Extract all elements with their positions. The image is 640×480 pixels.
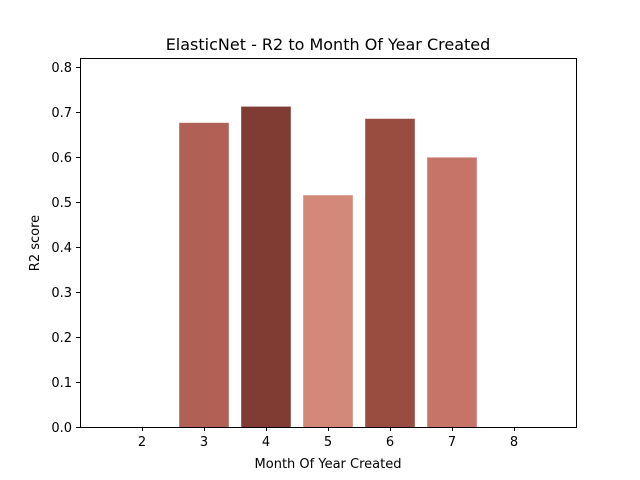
- plot-frame: [80, 58, 577, 428]
- y-axis-label: R2 score: [28, 215, 43, 271]
- y-tick-label: 0.1: [51, 376, 72, 391]
- x-tick-label: 7: [448, 435, 456, 450]
- x-tick-label: 5: [324, 435, 332, 450]
- y-tick-label: 0.2: [51, 331, 72, 346]
- bar-month-4: [241, 106, 291, 427]
- x-tick-label: 3: [200, 435, 208, 450]
- x-tick-label: 6: [386, 435, 394, 450]
- y-tick-label: 0.8: [51, 61, 72, 76]
- bar-month-7: [427, 157, 477, 427]
- y-axis-ticks: 0.0 0.1 0.2 0.3 0.4 0.5 0.6 0.7 0.8: [51, 61, 80, 436]
- chart-title: ElasticNet - R2 to Month Of Year Created: [166, 35, 491, 54]
- bar-month-6: [365, 118, 415, 427]
- x-axis-ticks: 2 3 4 5 6 7 8: [138, 427, 518, 450]
- y-tick-label: 0.7: [51, 106, 72, 121]
- bar-month-5: [303, 195, 353, 427]
- x-tick-label: 2: [138, 435, 146, 450]
- y-tick-label: 0.3: [51, 286, 72, 301]
- y-tick-label: 0.5: [51, 196, 72, 211]
- x-tick-label: 8: [510, 435, 518, 450]
- bars-group: [179, 106, 477, 428]
- y-tick-label: 0.0: [51, 421, 72, 436]
- y-tick-label: 0.4: [51, 241, 72, 256]
- x-tick-label: 4: [262, 435, 270, 450]
- x-axis-label: Month Of Year Created: [255, 457, 402, 472]
- bar-month-3: [179, 122, 229, 428]
- y-tick-label: 0.6: [51, 151, 72, 166]
